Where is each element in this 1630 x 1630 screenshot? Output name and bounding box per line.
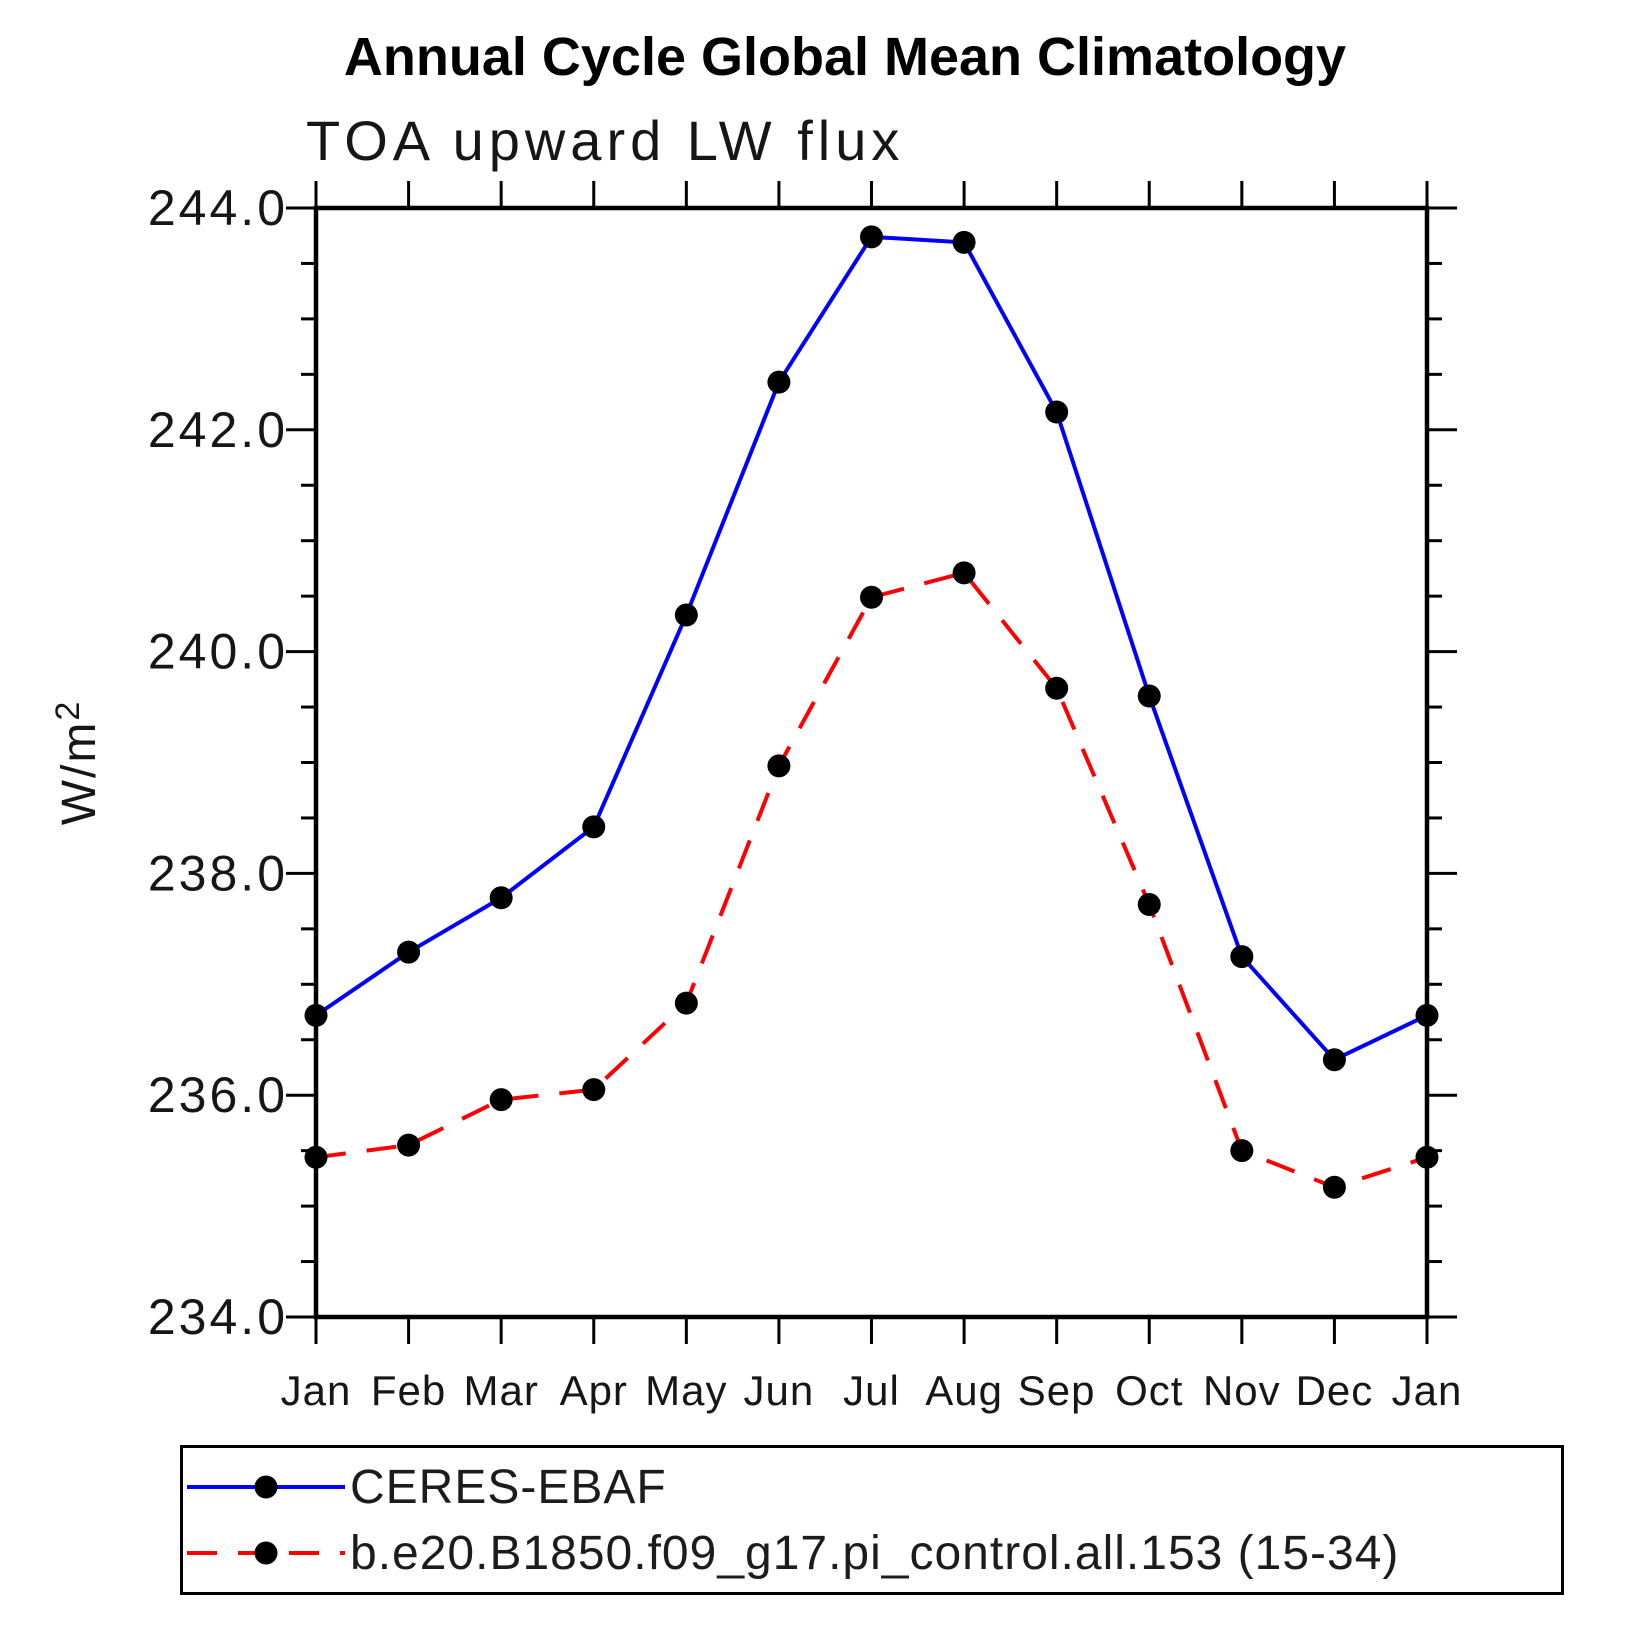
data-point-marker: [1415, 1145, 1439, 1169]
data-point-marker: [767, 370, 791, 394]
legend-marker-dot: [254, 1475, 278, 1499]
x-tick-label: Jul: [843, 1367, 900, 1414]
legend-item-ceres: CERES-EBAF: [187, 1454, 667, 1520]
legend-marker-dot: [254, 1541, 278, 1565]
y-axis-title: W/m2: [49, 700, 106, 826]
series-line-model: [315, 570, 1428, 1190]
legend-label-ceres: CERES-EBAF: [350, 1460, 667, 1514]
x-tick-label: Apr: [560, 1367, 628, 1414]
series-line-ceres: [314, 234, 1428, 1063]
chart-title: Annual Cycle Global Mean Climatology: [343, 27, 1347, 87]
data-point-marker: [489, 886, 513, 910]
y-tick-label: 234.0: [148, 1289, 288, 1345]
legend-item-model: b.e20.B1850.f09_g17.pi_control.all.153 (…: [187, 1520, 1399, 1586]
y-tick-label: 244.0: [148, 180, 288, 236]
x-tick-label: Jun: [744, 1367, 815, 1414]
x-tick-label: Dec: [1296, 1367, 1374, 1414]
legend-sample-model-line: [187, 1541, 345, 1565]
data-point-marker: [674, 603, 698, 627]
data-point-marker: [1415, 1003, 1439, 1027]
axis-frame: [313, 205, 1430, 1320]
legend-box: CERES-EBAF b.e20.B1850.f09_g17.pi_contro…: [180, 1445, 1564, 1595]
series-markers-ceres: [304, 225, 1439, 1072]
x-tick-label: Jan: [1392, 1367, 1463, 1414]
data-point-marker: [1137, 892, 1161, 916]
data-point-marker: [1322, 1175, 1346, 1199]
data-point-marker: [1045, 676, 1069, 700]
data-point-marker: [1045, 400, 1069, 424]
data-point-marker: [397, 940, 421, 964]
data-point-marker: [674, 991, 698, 1015]
x-tick-label: Sep: [1018, 1367, 1096, 1414]
x-tick-label: Oct: [1115, 1367, 1183, 1414]
x-tick-label: Feb: [371, 1367, 446, 1414]
x-tick-label: May: [645, 1367, 727, 1414]
x-tick-label: Aug: [925, 1367, 1003, 1414]
x-tick-labels: Jan Feb Mar Apr May Jun Jul Aug Sep Oct Nov Dec Jan: [281, 1367, 1463, 1414]
y-tick-label: 240.0: [148, 624, 288, 680]
data-point-marker: [1230, 945, 1254, 969]
y-tick-label: 238.0: [148, 845, 288, 901]
legend-sample-ceres-line: [187, 1475, 345, 1499]
data-point-marker: [304, 1145, 328, 1169]
y-tick-labels: 234.0 236.0 238.0 240.0 242.0 244.0: [148, 180, 288, 1345]
x-tick-label: Mar: [463, 1367, 538, 1414]
data-point-marker: [582, 1078, 606, 1102]
data-point-marker: [582, 815, 606, 839]
data-point-marker: [489, 1088, 513, 1112]
data-point-marker: [1322, 1048, 1346, 1072]
y-axis-ticks: [286, 206, 1457, 1319]
chart-subtitle: TOA upward LW flux: [306, 109, 905, 172]
data-point-marker: [1137, 684, 1161, 708]
data-point-marker: [397, 1133, 421, 1157]
x-tick-label: Jan: [281, 1367, 352, 1414]
legend-label-model: b.e20.B1850.f09_g17.pi_control.all.153 (…: [350, 1526, 1400, 1580]
series-markers-model: [304, 561, 1439, 1199]
data-point-marker: [952, 561, 976, 585]
x-axis-ticks: [314, 181, 1429, 1344]
y-tick-label: 242.0: [148, 402, 288, 458]
x-tick-label: Nov: [1203, 1367, 1281, 1414]
data-point-marker: [860, 225, 883, 249]
data-point-marker: [952, 230, 976, 254]
data-point-marker: [767, 754, 791, 778]
data-point-marker: [1230, 1139, 1254, 1163]
data-point-marker: [304, 1003, 328, 1027]
y-tick-label: 236.0: [148, 1067, 288, 1123]
data-point-marker: [860, 585, 883, 609]
